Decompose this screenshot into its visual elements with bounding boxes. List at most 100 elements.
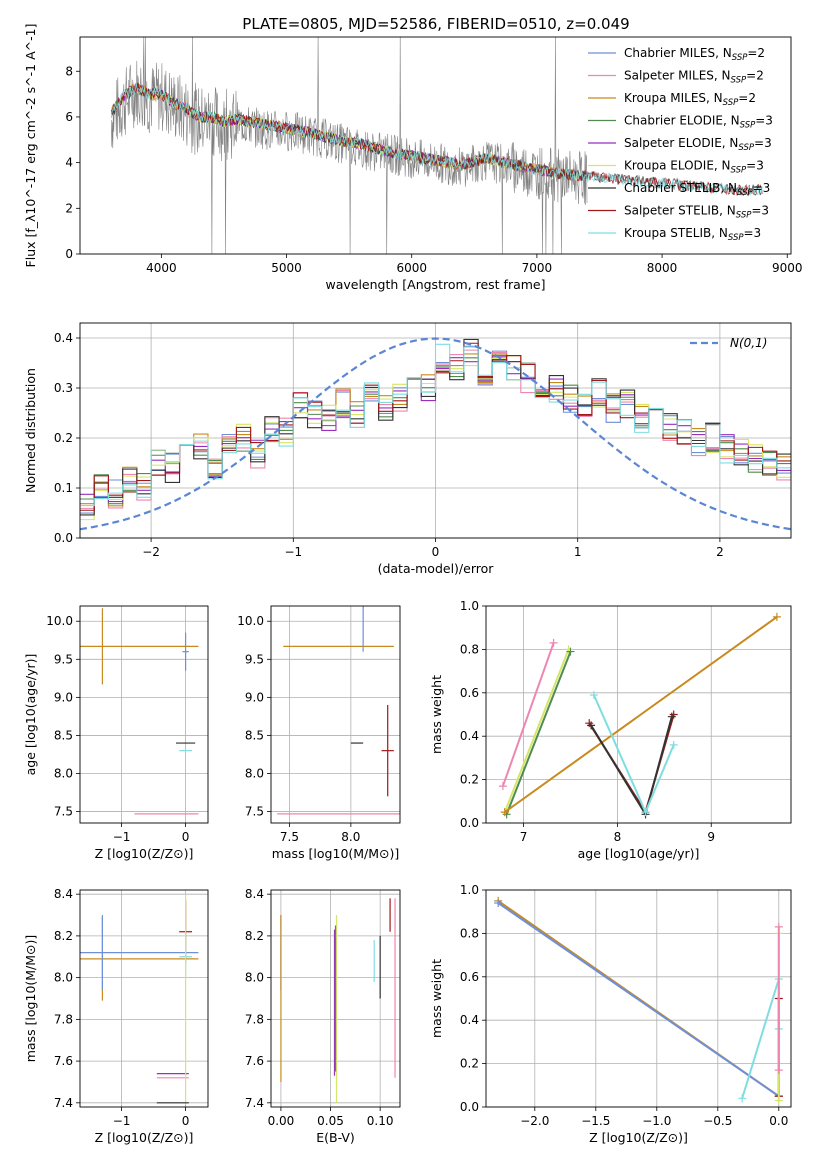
x-tick-label: 4000 xyxy=(146,261,177,275)
x-tick-label: 0 xyxy=(182,1114,190,1128)
y-tick-label: 7.8 xyxy=(245,1012,264,1026)
y-tick-label: 7.8 xyxy=(54,1012,73,1026)
weight-line-salpeter-miles xyxy=(501,642,555,787)
plus-marker xyxy=(669,740,678,749)
legend-entry: Chabrier STELIB, NSSP=3 xyxy=(624,181,770,198)
y-tick-label: 0.4 xyxy=(460,729,479,743)
x-tick-label: 7.5 xyxy=(280,830,299,844)
plus-marker xyxy=(566,647,575,656)
weight-line-chabrier-elodie xyxy=(505,651,572,815)
legend-entry: Salpeter STELIB, NSSP=3 xyxy=(624,204,769,221)
legend: N(0,1) xyxy=(690,336,767,350)
plus-marker xyxy=(498,782,507,791)
y-tick-label: 10.0 xyxy=(46,614,73,628)
plus-marker xyxy=(738,1094,747,1103)
y-tick-label: 8.0 xyxy=(54,971,73,985)
x-axis-label: E(B-V) xyxy=(316,1130,355,1145)
y-tick-label: 9.5 xyxy=(54,652,73,666)
y-tick-label: 0.0 xyxy=(54,531,73,545)
plus-marker xyxy=(774,922,783,931)
x-axis-label: Z [log10(Z/Z⊙)] xyxy=(95,1130,194,1145)
y-tick-label: 8.4 xyxy=(245,887,264,901)
x-tick-label: −0.5 xyxy=(703,1114,732,1128)
y-tick-label: 8.0 xyxy=(245,971,264,985)
y-tick-label: 1.0 xyxy=(460,599,479,613)
panel-age_vs_mass: 7.5 8.0 7.5 8.0 8.5 9.0 9.5 10.0 mass [log10(M/M… xyxy=(237,605,401,861)
legend-entry: Kroupa ELODIE, NSSP=3 xyxy=(624,159,764,176)
panel-weight_vs_Z: −2.0 −1.5 −1.0 −0.5 0.0 0.0 0.2 0.4 0.6 0.8 1.0 Z [… xyxy=(429,883,792,1145)
plus-marker xyxy=(587,721,596,730)
axes-frame xyxy=(79,36,792,255)
y-tick-label: 0 xyxy=(65,247,73,261)
legend-entry: N(0,1) xyxy=(730,336,767,350)
x-tick-label: −1 xyxy=(284,545,302,559)
y-tick-label: 8 xyxy=(65,64,73,78)
y-tick-label: 7.4 xyxy=(245,1096,264,1110)
panel-weight_vs_age: 7 8 9 0.0 0.2 0.4 0.6 0.8 1.0 age [log10(age/yr)]… xyxy=(429,599,792,861)
plot-area xyxy=(80,337,791,531)
plus-marker xyxy=(772,612,781,621)
axes-frame xyxy=(79,605,209,824)
legend-entry: Chabrier ELODIE, NSSP=3 xyxy=(624,114,773,131)
panel-residuals: −2 −1 0 1 2 0.0 0.1 0.2 0.3 0.4 (data-model)/error… xyxy=(23,322,792,576)
plus-marker xyxy=(500,808,509,817)
legend: Chabrier MILES, NSSP=2 Salpeter MILES, NS… xyxy=(588,46,773,243)
plot-area xyxy=(494,896,783,1105)
y-axis-label: mass weight xyxy=(429,675,444,754)
x-tick-label: 0.10 xyxy=(367,1114,394,1128)
y-tick-label: 8.4 xyxy=(54,887,73,901)
x-tick-label: 5000 xyxy=(271,261,302,275)
y-tick-label: 8.2 xyxy=(54,929,73,943)
y-tick-label: 0.4 xyxy=(460,1013,479,1027)
model-line-salpeter-stelib xyxy=(111,82,763,197)
x-axis-label: Z [log10(Z/Z⊙)] xyxy=(95,846,194,861)
plot-area xyxy=(80,894,199,1104)
y-tick-label: 4 xyxy=(65,156,73,170)
y-tick-label: 7.6 xyxy=(245,1054,264,1068)
weight-line-kroupa-miles xyxy=(504,616,778,813)
legend-entry: Salpeter ELODIE, NSSP=3 xyxy=(624,136,772,153)
x-tick-label: 9000 xyxy=(772,261,803,275)
x-tick-label: 0 xyxy=(182,830,190,844)
plot-area xyxy=(110,37,763,254)
x-tick-label: −1.0 xyxy=(642,1114,671,1128)
axes-frame xyxy=(270,605,401,824)
errorbar-point xyxy=(381,704,394,797)
plus-marker xyxy=(494,899,503,908)
plus-marker xyxy=(564,645,573,654)
y-tick-label: 7.5 xyxy=(245,805,264,819)
histogram-kroupa-stelib xyxy=(80,343,791,507)
y-tick-label: 9.5 xyxy=(245,652,264,666)
normal-distribution-curve xyxy=(80,337,791,531)
y-axis-label: age [log10(age/yr)] xyxy=(23,654,38,776)
errorbar-point xyxy=(80,915,199,991)
y-tick-label: 0.2 xyxy=(460,1057,479,1071)
panel-mass_vs_ebv: 0.00 0.05 0.10 7.4 7.6 7.8 8.0 8.2 8.4 E(B-V) xyxy=(245,887,401,1145)
x-tick-label: −1 xyxy=(113,1114,131,1128)
panel-mass_vs_Z: −1 0 7.4 7.6 7.8 8.0 8.2 8.4 Z [log10(Z/Z⊙)] mass… xyxy=(23,887,209,1145)
legend-entry: Kroupa MILES, NSSP=2 xyxy=(624,91,756,108)
y-tick-label: 7.4 xyxy=(54,1096,73,1110)
y-tick-label: 8.0 xyxy=(245,767,264,781)
y-tick-label: 8.5 xyxy=(54,728,73,742)
y-tick-label: 0.6 xyxy=(460,970,479,984)
x-tick-label: 0.05 xyxy=(317,1114,344,1128)
x-tick-label: 1 xyxy=(574,545,582,559)
y-tick-label: 1.0 xyxy=(460,883,479,897)
weight-line-salpeter-stelib xyxy=(588,714,675,815)
x-tick-label: 0.0 xyxy=(769,1114,788,1128)
plus-marker xyxy=(667,712,676,721)
weight-line-kroupa-stelib xyxy=(741,978,780,1099)
legend-entry: Chabrier MILES, NSSP=2 xyxy=(624,46,765,63)
y-tick-label: 0.8 xyxy=(460,926,479,940)
y-tick-label: 2 xyxy=(65,201,73,215)
y-axis-label: mass [log10(M/M⊙)] xyxy=(23,935,38,1063)
axes-frame xyxy=(485,605,792,824)
y-tick-label: 8.0 xyxy=(54,767,73,781)
axes-frame xyxy=(79,322,792,539)
x-tick-label: −2 xyxy=(142,545,160,559)
y-tick-label: 0.6 xyxy=(460,686,479,700)
x-tick-label: 8.0 xyxy=(341,830,360,844)
figure-title: PLATE=0805, MJD=52586, FIBERID=0510, z=0… xyxy=(242,15,629,33)
legend-entry: Salpeter MILES, NSSP=2 xyxy=(624,69,764,86)
